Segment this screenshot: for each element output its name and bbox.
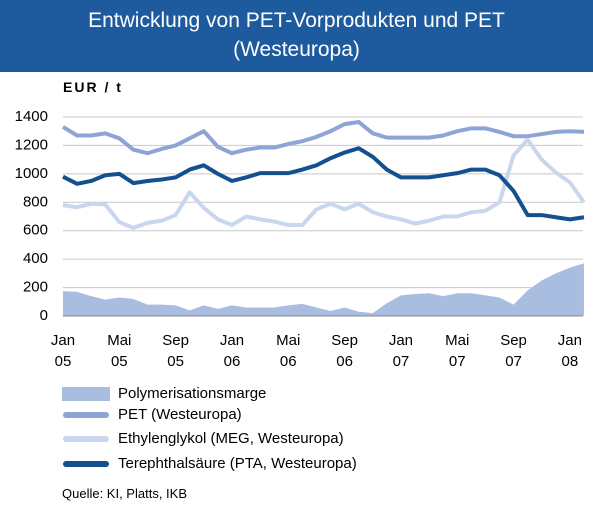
legend-label: PET (Westeuropa) xyxy=(118,406,242,423)
x-tick-label: Sep 07 xyxy=(500,332,527,370)
legend-swatch xyxy=(62,387,110,401)
y-tick-label: 1400 xyxy=(15,108,48,125)
y-tick-label: 0 xyxy=(40,307,48,324)
line xyxy=(62,146,585,222)
legend-label: Ethylenglykol (MEG, Westeuropa) xyxy=(118,430,344,447)
x-tick-label: Jan 05 xyxy=(50,332,76,370)
legend-label: Terephthalsäure (PTA, Westeuropa) xyxy=(118,455,357,472)
y-tick-label: 1200 xyxy=(15,136,48,153)
chart-title: Entwicklung von PET-Vorprodukten und PET… xyxy=(88,9,505,61)
x-tick-label: Jan 08 xyxy=(557,332,582,370)
line xyxy=(61,119,585,156)
legend-label: Polymerisationsmarge xyxy=(118,385,267,402)
source: Quelle: KI, Platts, IKB xyxy=(62,486,187,501)
y-tick-label: 600 xyxy=(23,222,48,239)
x-tick-label: Jan 07 xyxy=(388,332,413,370)
x-tick-label: Sep 05 xyxy=(162,332,189,370)
x-tick-label: Mai 05 xyxy=(107,332,132,370)
line xyxy=(62,137,586,230)
x-tick-label: Mai 07 xyxy=(445,332,470,370)
area xyxy=(63,263,584,316)
x-tick-label: Sep 06 xyxy=(331,332,358,370)
y-tick-label: 200 xyxy=(23,279,48,296)
y-tick-label: 400 xyxy=(23,250,48,267)
y-tick-label: 800 xyxy=(23,193,48,210)
y-axis-label: EUR / t xyxy=(63,79,123,95)
title-bar xyxy=(0,0,593,72)
x-tick-label: Jan 06 xyxy=(219,332,245,370)
x-tick-label: Mai 06 xyxy=(276,332,301,370)
y-tick-label: 1000 xyxy=(15,165,48,182)
